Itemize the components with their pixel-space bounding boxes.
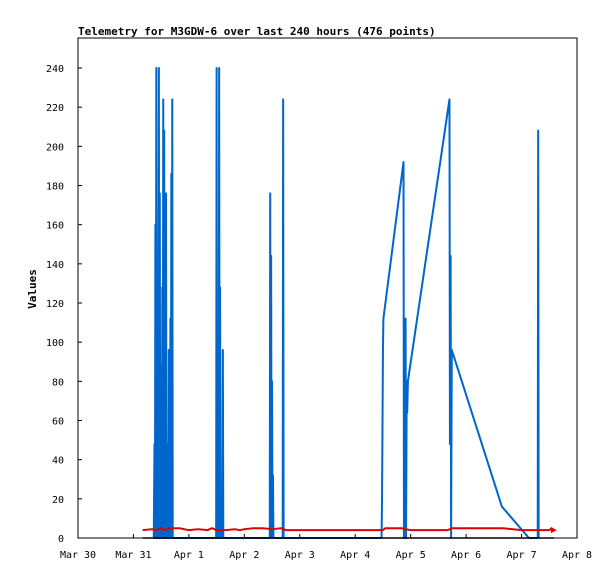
series-end-marker [550, 527, 557, 534]
y-tick-label: 60 [52, 417, 64, 428]
y-tick-label: 20 [52, 495, 64, 506]
x-tick-label: Mar 31 [115, 550, 151, 561]
y-tick-label: 120 [46, 299, 64, 310]
y-tick-label: 240 [46, 64, 64, 75]
x-tick-label: Apr 3 [285, 550, 315, 561]
y-tick-label: 0 [58, 534, 64, 545]
x-tick-label: Apr 4 [340, 550, 370, 561]
x-tick-label: Apr 7 [507, 550, 537, 561]
y-tick-label: 140 [46, 260, 64, 271]
series-layer [142, 67, 557, 539]
series-line-1 [142, 527, 555, 532]
x-tick-label: Apr 6 [451, 550, 481, 561]
y-axis-label: Values [26, 269, 39, 309]
x-tick-label: Apr 2 [229, 550, 259, 561]
y-tick-label: 160 [46, 221, 64, 232]
chart-title: Telemetry for M3GDW-6 over last 240 hour… [78, 25, 436, 38]
y-tick-label: 220 [46, 103, 64, 114]
y-tick-label: 100 [46, 338, 64, 349]
y-tick-label: 40 [52, 456, 64, 467]
x-axis: Mar 30 Mar 31 Apr 1 Apr 2 Apr 3 Apr 4 Apr 5 Apr… [60, 534, 592, 561]
plot-frame [77, 37, 578, 539]
y-tick-label: 80 [52, 377, 64, 388]
y-tick-label: 180 [46, 182, 64, 193]
x-tick-label: Apr 8 [562, 550, 592, 561]
x-tick-label: Apr 5 [396, 550, 426, 561]
x-tick-label: Mar 30 [60, 550, 96, 561]
y-axis: 0 20 40 60 80 100 120 140 160 180 200 220 240 [46, 64, 82, 545]
x-tick-label: Apr 1 [174, 550, 204, 561]
series-line-0 [152, 67, 540, 539]
y-tick-label: 200 [46, 142, 64, 153]
